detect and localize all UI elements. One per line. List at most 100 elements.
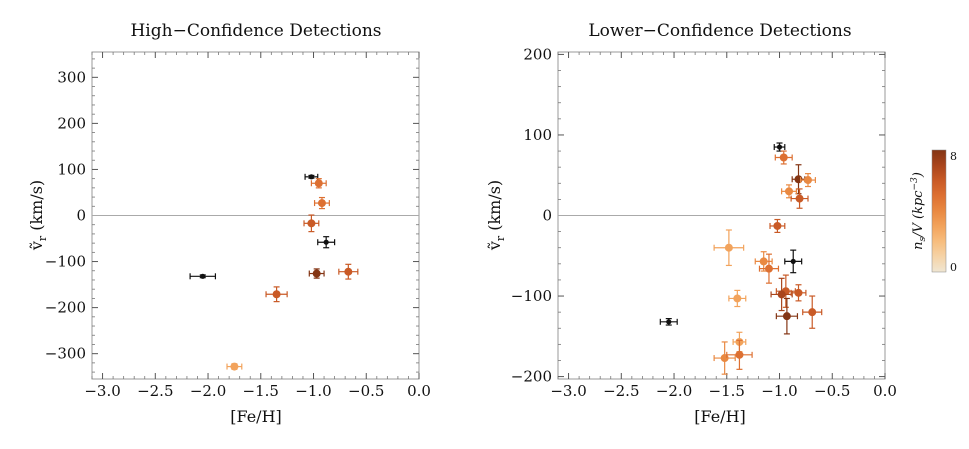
point-marker bbox=[776, 144, 783, 150]
y-axis-label: ṽr (km/s) bbox=[485, 180, 507, 251]
data-point bbox=[317, 236, 336, 249]
point-marker bbox=[785, 187, 794, 196]
x-tick-label: −1.5 bbox=[709, 382, 745, 400]
panel-lower-confidence: Lower−Confidence Detections −3.0 −2.5 −2.0… bbox=[485, 21, 897, 426]
point-marker bbox=[307, 219, 316, 228]
point-marker bbox=[803, 176, 812, 185]
y-tick-label: −200 bbox=[511, 368, 552, 386]
data-point bbox=[713, 229, 745, 267]
x-tick-label: −0.5 bbox=[814, 382, 850, 400]
x-tick-label: 0.0 bbox=[407, 382, 431, 400]
x-tick-label: −1.5 bbox=[243, 382, 279, 400]
point-marker bbox=[733, 294, 742, 303]
data-point bbox=[770, 277, 793, 312]
colorbar: 8 0 ns/V (kpc−3) bbox=[910, 149, 957, 274]
panel-title: High−Confidence Detections bbox=[130, 21, 381, 41]
panel-high-confidence: High−Confidence Detections −3.0 −2.5 −2.0−… bbox=[27, 21, 431, 426]
data-point bbox=[338, 263, 359, 280]
point-marker bbox=[764, 264, 773, 273]
colorbar-min-label: 0 bbox=[950, 261, 957, 274]
data-point bbox=[308, 268, 325, 279]
panel-title: Lower−Confidence Detections bbox=[588, 21, 851, 41]
y-tick-label: −200 bbox=[45, 299, 86, 317]
data-point bbox=[189, 273, 217, 280]
y-tick-label: 0 bbox=[542, 207, 552, 225]
points-layer bbox=[659, 142, 823, 375]
data-point bbox=[754, 251, 773, 272]
data-point bbox=[758, 253, 780, 284]
data-point bbox=[726, 339, 753, 370]
point-marker bbox=[808, 308, 817, 317]
point-marker bbox=[666, 319, 672, 325]
data-point bbox=[659, 317, 678, 326]
point-marker bbox=[779, 153, 788, 162]
point-marker bbox=[312, 269, 321, 278]
data-point bbox=[713, 341, 736, 375]
data-point bbox=[802, 295, 823, 329]
y-tick-label: 100 bbox=[57, 160, 86, 178]
y-tick-label: −100 bbox=[511, 287, 552, 305]
point-marker bbox=[773, 221, 782, 230]
point-marker bbox=[790, 258, 796, 265]
point-marker bbox=[308, 174, 315, 180]
point-marker bbox=[724, 243, 733, 252]
y-tick-label: −100 bbox=[45, 253, 86, 271]
colorbar-max-label: 8 bbox=[950, 150, 957, 163]
point-marker bbox=[272, 290, 281, 299]
point-marker bbox=[735, 350, 744, 359]
point-marker bbox=[782, 312, 791, 321]
data-point bbox=[728, 289, 747, 308]
x-tick-label: −0.5 bbox=[348, 382, 384, 400]
x-tick-label: −2.0 bbox=[656, 382, 692, 400]
x-tick-label: −2.5 bbox=[137, 382, 173, 400]
y-tick-label: 100 bbox=[523, 126, 552, 144]
colorbar-gradient bbox=[931, 149, 947, 273]
point-marker bbox=[777, 290, 786, 299]
data-point bbox=[265, 286, 288, 303]
data-point bbox=[769, 218, 786, 234]
y-tick-label: 0 bbox=[76, 207, 86, 225]
x-tick-label: 0.0 bbox=[873, 382, 897, 400]
y-tick-label: −300 bbox=[45, 345, 86, 363]
point-marker bbox=[344, 267, 353, 276]
point-marker bbox=[759, 257, 768, 266]
colorbar-label: ns/V (kpc−3) bbox=[910, 172, 928, 250]
point-marker bbox=[317, 199, 326, 208]
data-point bbox=[310, 178, 327, 189]
point-marker bbox=[200, 273, 206, 279]
data-point bbox=[781, 184, 797, 199]
data-point bbox=[774, 150, 793, 165]
data-point bbox=[775, 274, 796, 308]
data-point bbox=[790, 188, 809, 209]
x-tick-label: −2.0 bbox=[190, 382, 226, 400]
data-point bbox=[773, 142, 786, 152]
data-point bbox=[313, 196, 330, 210]
data-point bbox=[790, 284, 807, 302]
tick-layer: −3.0 −2.5 −2.0 −1.5 −1.0 −0.5 0.0 −200 −100 0 100 2… bbox=[511, 45, 897, 400]
data-point bbox=[303, 214, 320, 233]
x-tick-label: −3.0 bbox=[84, 382, 120, 400]
x-axis-label: [Fe/H] bbox=[230, 407, 282, 426]
point-marker bbox=[794, 288, 803, 297]
x-tick-label: −3.0 bbox=[550, 382, 586, 400]
x-tick-label: −1.0 bbox=[761, 382, 797, 400]
data-point bbox=[784, 249, 803, 274]
point-marker bbox=[795, 194, 804, 203]
y-axis-label: ṽr (km/s) bbox=[27, 180, 49, 251]
x-tick-label: −2.5 bbox=[603, 382, 639, 400]
y-tick-label: 200 bbox=[523, 45, 552, 63]
y-tick-label: 200 bbox=[57, 114, 86, 132]
point-marker bbox=[230, 362, 239, 371]
tick-layer: −3.0 −2.5 −2.0 −1.5 −1.0 −0.5 0.0 −300 −200 −100 0… bbox=[45, 52, 431, 400]
data-point bbox=[775, 297, 799, 335]
points-layer bbox=[189, 173, 359, 371]
y-tick-label: 300 bbox=[57, 68, 86, 86]
point-marker bbox=[323, 239, 329, 245]
point-marker bbox=[314, 179, 323, 188]
x-tick-label: −1.0 bbox=[295, 382, 331, 400]
data-point bbox=[226, 362, 243, 371]
x-axis-label: [Fe/H] bbox=[694, 407, 746, 426]
point-marker bbox=[794, 175, 803, 184]
